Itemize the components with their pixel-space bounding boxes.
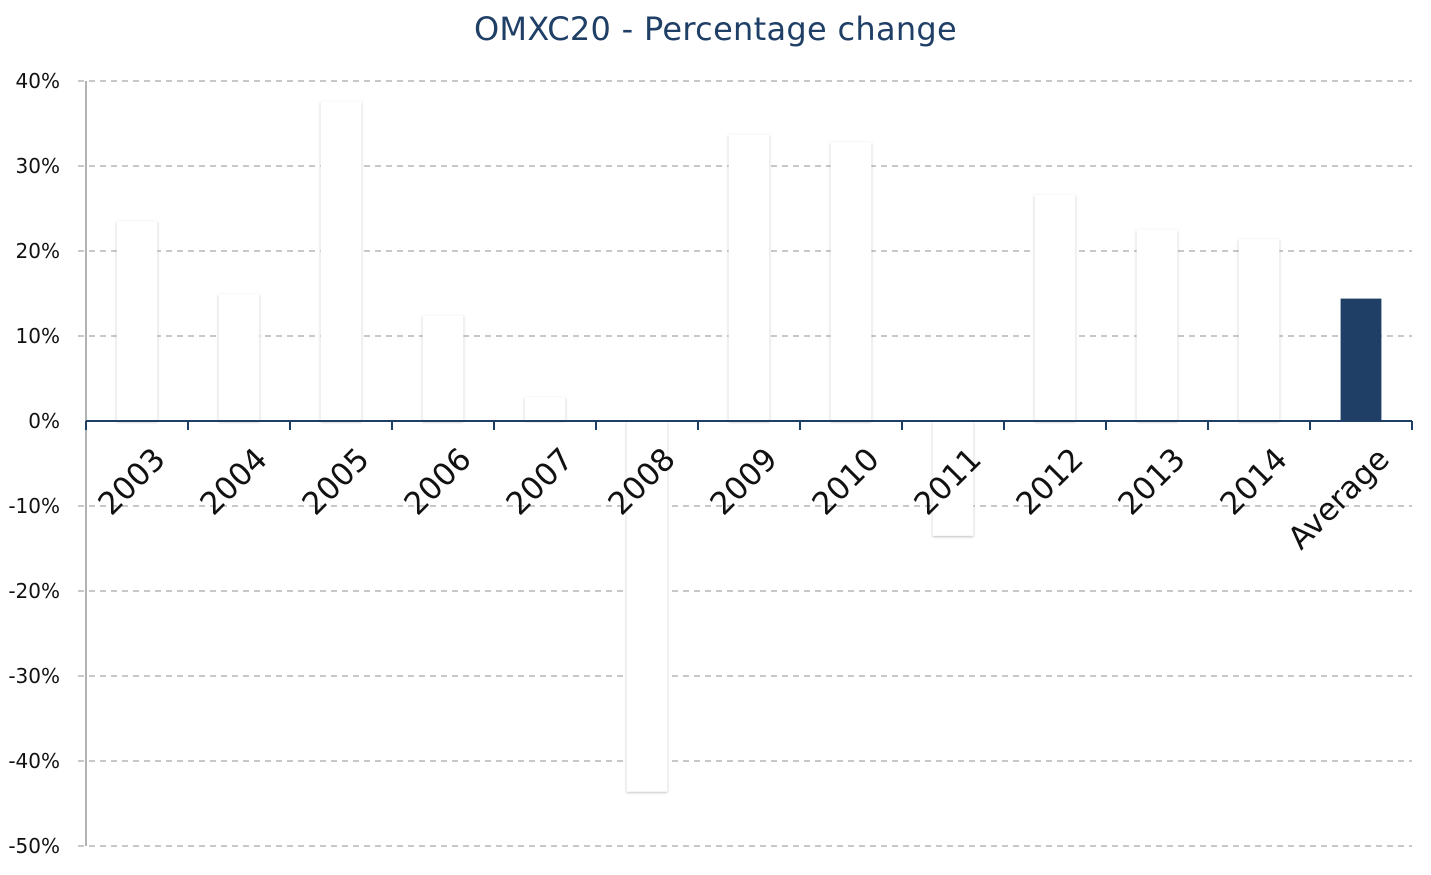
y-tick-label: 40% bbox=[16, 69, 60, 93]
chart-title: OMXC20 - Percentage change bbox=[473, 10, 958, 48]
y-tick-label: 10% bbox=[16, 324, 60, 348]
y-tick-label: -20% bbox=[8, 579, 60, 603]
bar-2003 bbox=[116, 221, 158, 421]
x-tick-label: 2006 bbox=[397, 441, 478, 522]
bar-2011 bbox=[932, 421, 974, 536]
bar-2014 bbox=[1238, 239, 1280, 421]
x-tick-label: Average bbox=[1281, 441, 1396, 556]
x-axis-tick-labels: 2003 2004 2005 2006 2007 2008 2009 2010 2011 2012… bbox=[91, 441, 1396, 556]
y-tick-label: -50% bbox=[8, 834, 60, 858]
y-tick-label: -10% bbox=[8, 494, 60, 518]
bar-2013 bbox=[1136, 229, 1178, 421]
bars bbox=[116, 101, 1382, 792]
bar-2008 bbox=[626, 421, 668, 792]
x-tick-label: 2013 bbox=[1111, 441, 1192, 522]
y-tick-label: -40% bbox=[8, 749, 60, 773]
bar-2004 bbox=[218, 294, 260, 421]
bar-2012 bbox=[1034, 194, 1076, 421]
y-tick-label: -30% bbox=[8, 664, 60, 688]
y-axis-tick-labels: 40% 30% 20% 10% 0% -10% -20% -30% -40% -50% bbox=[8, 69, 60, 858]
grid-lines bbox=[78, 80, 1412, 847]
bar-2007 bbox=[524, 397, 566, 421]
axes bbox=[85, 81, 1413, 846]
x-tick-label: 2014 bbox=[1213, 441, 1294, 522]
y-tick-label: 30% bbox=[16, 154, 60, 178]
x-tick-label: 2007 bbox=[499, 441, 580, 522]
x-tick-label: 2010 bbox=[805, 441, 886, 522]
bar-2009 bbox=[728, 134, 770, 422]
x-tick-label: 2009 bbox=[703, 441, 784, 522]
bar-2005 bbox=[320, 101, 362, 422]
bar-2010 bbox=[830, 142, 872, 421]
x-tick-label: 2003 bbox=[91, 441, 172, 522]
y-tick-label: 0% bbox=[28, 409, 60, 433]
y-tick-label: 20% bbox=[16, 239, 60, 263]
bar-average bbox=[1340, 298, 1382, 421]
x-tick-label: 2012 bbox=[1009, 441, 1090, 522]
bar-2006 bbox=[422, 315, 464, 421]
x-tick-label: 2004 bbox=[193, 441, 274, 522]
x-tick-label: 2005 bbox=[295, 441, 376, 522]
